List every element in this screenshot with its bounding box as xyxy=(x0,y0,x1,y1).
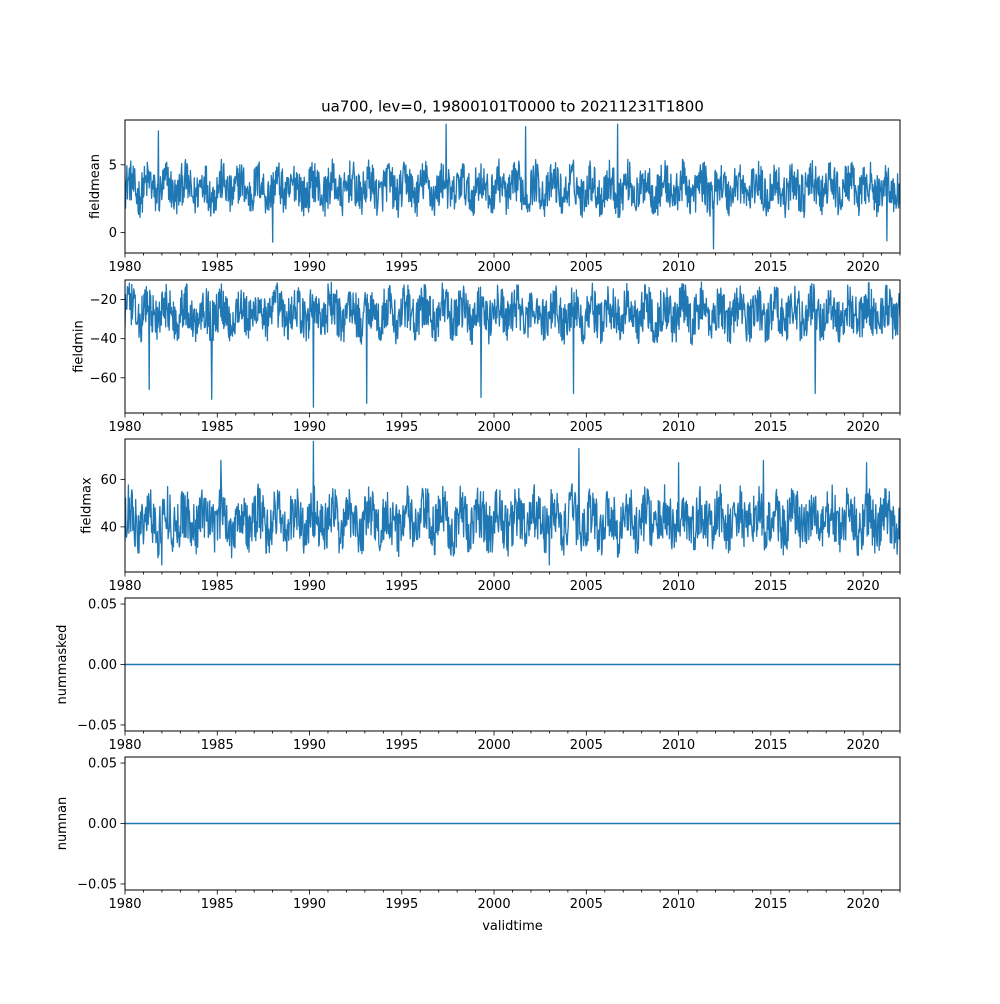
x-tick-label: 2020 xyxy=(847,579,880,594)
x-axis-label: validtime xyxy=(482,919,543,934)
x-tick-label: 2010 xyxy=(662,420,695,435)
x-tick-label: 1980 xyxy=(108,420,141,435)
panel-nummasked: 1980 1985 1990 1995 2000 2005 2010 2015 2020 0.05… xyxy=(55,597,901,753)
panels: 1980 1985 1990 1995 2000 2005 2010 2015 2020 0 5 fi… xyxy=(55,119,901,912)
x-tick-label: 1980 xyxy=(108,579,141,594)
y-tick-label: 0.05 xyxy=(88,757,117,772)
y-tick-label: 0 xyxy=(109,226,117,241)
x-tick-label: 2015 xyxy=(754,897,787,912)
y-axis-label-fieldmin: fieldmin xyxy=(71,320,86,373)
x-tick-label: 1990 xyxy=(293,260,326,275)
y-tick-label: 40 xyxy=(100,520,117,535)
y-tick-label: −0.05 xyxy=(77,718,117,733)
x-tick-label: 2005 xyxy=(570,738,603,753)
x-tick-label: 1990 xyxy=(293,579,326,594)
x-tick-label: 2020 xyxy=(847,738,880,753)
y-tick-label: −40 xyxy=(90,332,117,347)
x-tick-label: 2000 xyxy=(478,579,511,594)
x-tick-label: 1985 xyxy=(201,738,234,753)
x-tick-label: 2020 xyxy=(847,897,880,912)
series-line-fieldmean xyxy=(125,123,900,250)
x-tick-label: 2005 xyxy=(570,579,603,594)
x-tick-label: 1995 xyxy=(385,579,418,594)
panel-numnan: 1980 1985 1990 1995 2000 2005 2010 2015 2020 0.05… xyxy=(55,756,901,912)
x-tick-label: 2010 xyxy=(662,260,695,275)
x-tick-label: 2015 xyxy=(754,260,787,275)
x-tick-label: 2020 xyxy=(847,260,880,275)
series-line-fieldmax xyxy=(125,440,900,566)
y-tick-label: 60 xyxy=(100,473,117,488)
x-tick-label: 1990 xyxy=(293,897,326,912)
x-tick-label: 2020 xyxy=(847,420,880,435)
x-tick-label: 1980 xyxy=(108,738,141,753)
x-tick-label: 2000 xyxy=(478,738,511,753)
x-tick-label: 2000 xyxy=(478,260,511,275)
x-tick-label: 2000 xyxy=(478,420,511,435)
y-tick-label: 0.00 xyxy=(88,817,117,832)
y-tick-label: 0.05 xyxy=(88,598,117,613)
x-tick-label: 1995 xyxy=(385,260,418,275)
x-tick-label: 2015 xyxy=(754,420,787,435)
x-tick-label: 2000 xyxy=(478,897,511,912)
x-tick-label: 1985 xyxy=(201,897,234,912)
x-tick-label: 2015 xyxy=(754,738,787,753)
x-tick-label: 1980 xyxy=(108,260,141,275)
y-axis-label-nummasked: nummasked xyxy=(55,625,70,705)
x-tick-label: 1995 xyxy=(385,738,418,753)
series-line-fieldmin xyxy=(125,281,900,408)
x-tick-label: 1985 xyxy=(201,260,234,275)
x-tick-label: 2005 xyxy=(570,897,603,912)
figure-title: ua700, lev=0, 19800101T0000 to 20211231T… xyxy=(321,98,704,116)
x-tick-label: 1980 xyxy=(108,897,141,912)
x-tick-label: 2010 xyxy=(662,738,695,753)
y-axis-label-fieldmean: fieldmean xyxy=(88,154,103,219)
x-tick-label: 2010 xyxy=(662,897,695,912)
x-tick-label: 1985 xyxy=(201,579,234,594)
panel-fieldmean: 1980 1985 1990 1995 2000 2005 2010 2015 2020 0 5 fi… xyxy=(88,119,901,275)
x-tick-label: 1985 xyxy=(201,420,234,435)
y-tick-label: −0.05 xyxy=(77,877,117,892)
x-tick-label: 2005 xyxy=(570,260,603,275)
y-tick-label: 0.00 xyxy=(88,658,117,673)
x-tick-label: 1990 xyxy=(293,420,326,435)
y-axis-label-fieldmax: fieldmax xyxy=(80,477,95,534)
panel-fieldmin: 1980 1985 1990 1995 2000 2005 2010 2015 2020 −20 −… xyxy=(71,279,901,435)
x-tick-label: 1995 xyxy=(385,897,418,912)
x-tick-label: 2015 xyxy=(754,579,787,594)
x-tick-label: 2005 xyxy=(570,420,603,435)
x-tick-label: 1990 xyxy=(293,738,326,753)
y-tick-label: −60 xyxy=(90,371,117,386)
x-tick-label: 1995 xyxy=(385,420,418,435)
y-tick-label: 5 xyxy=(109,158,117,173)
x-tick-label: 2010 xyxy=(662,579,695,594)
panel-fieldmax: 1980 1985 1990 1995 2000 2005 2010 2015 2020 40 60… xyxy=(80,438,901,594)
y-tick-label: −20 xyxy=(90,293,117,308)
y-axis-label-numnan: numnan xyxy=(55,797,70,851)
